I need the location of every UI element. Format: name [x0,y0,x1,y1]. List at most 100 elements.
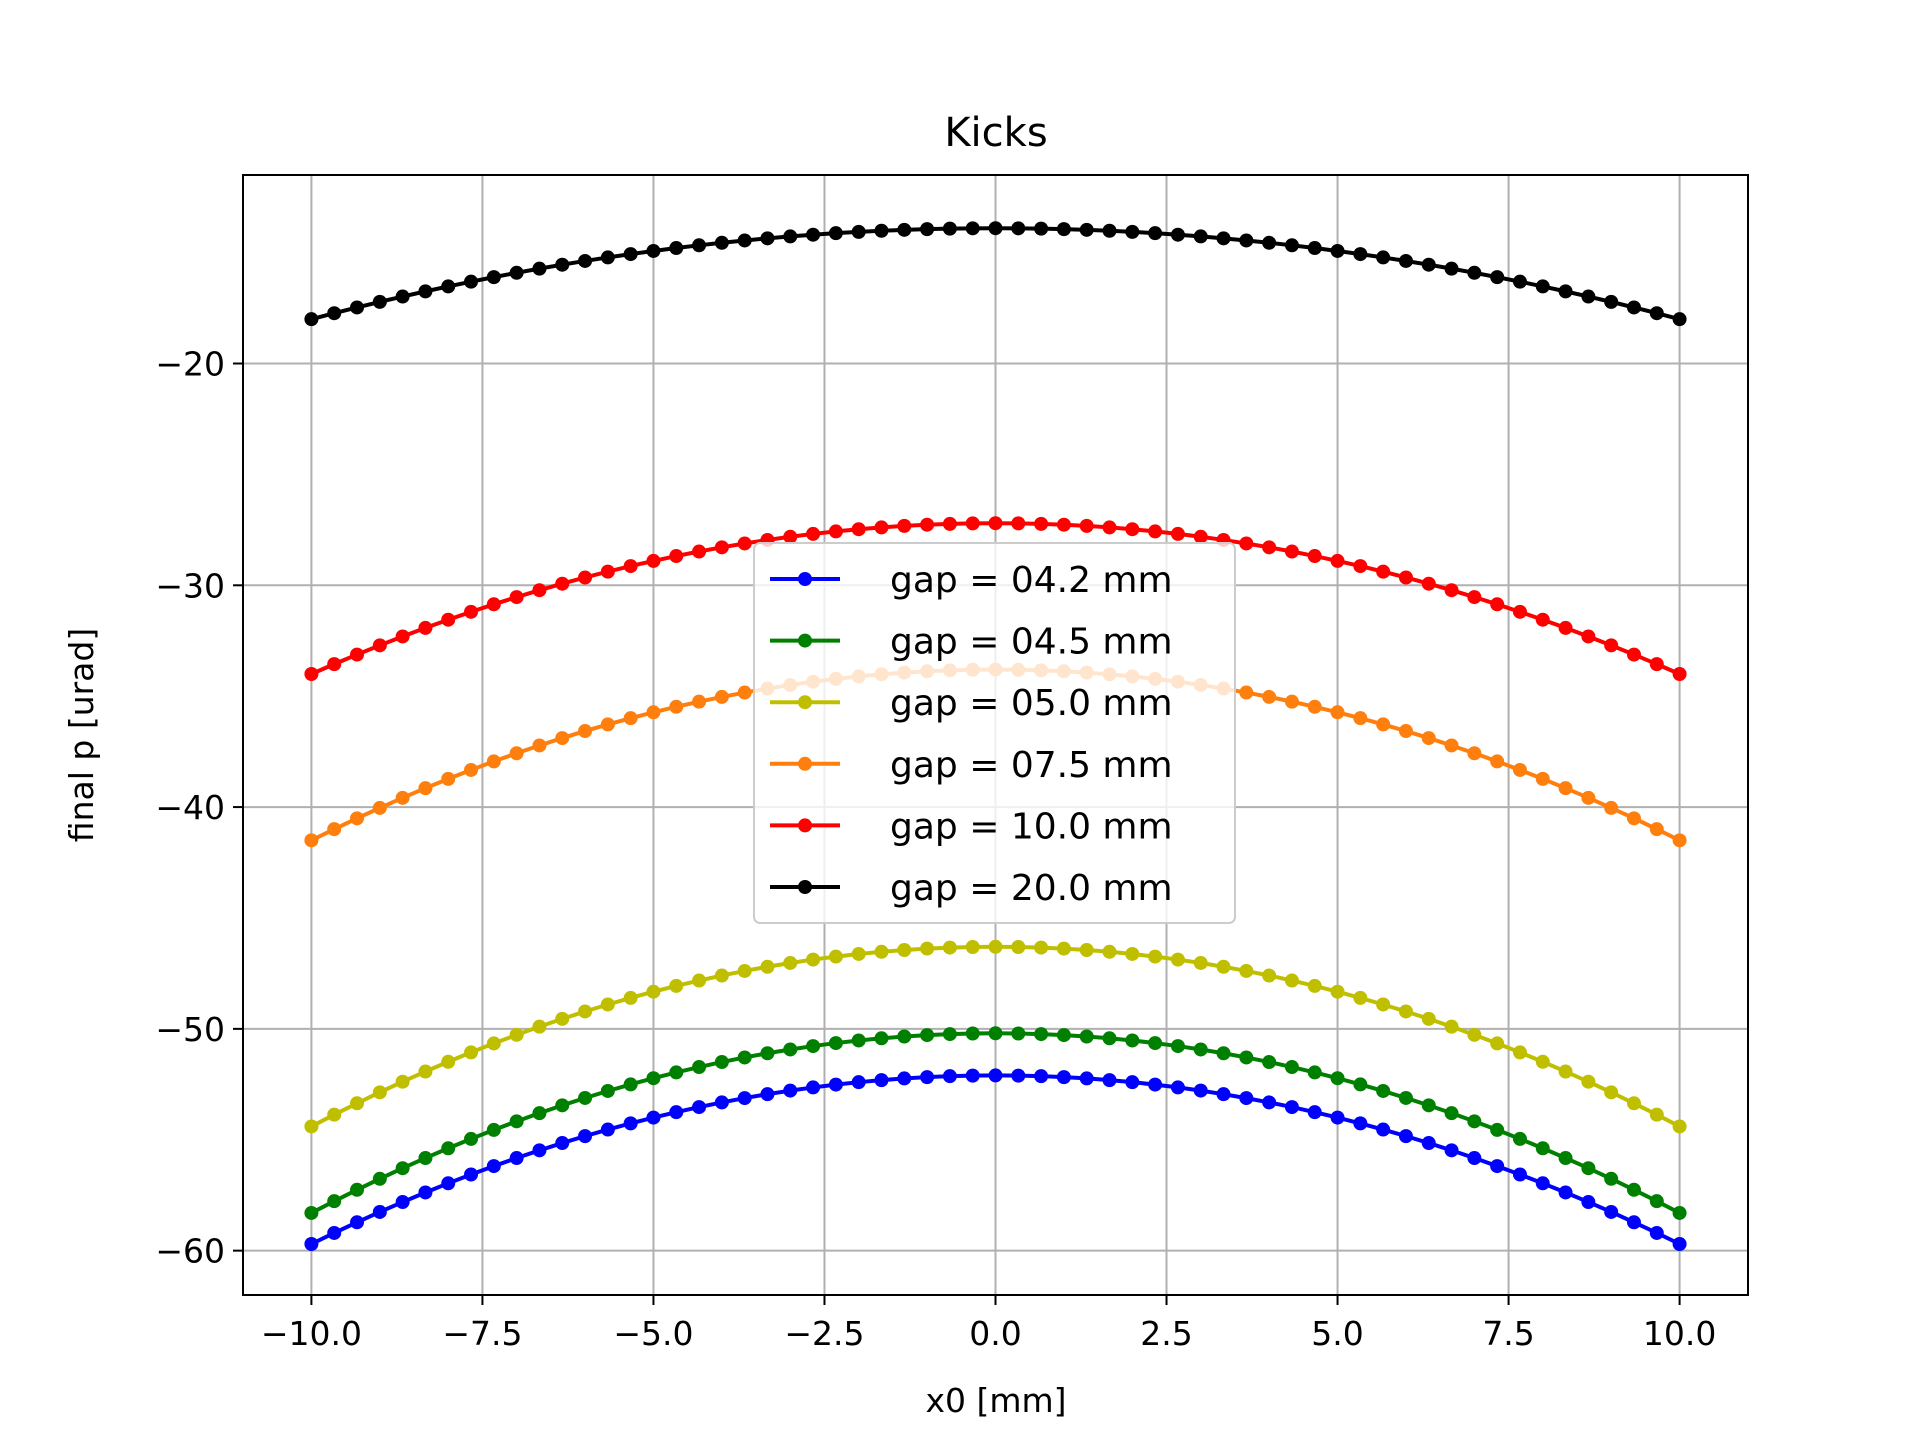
x-tick-label: −10.0 [261,1314,362,1353]
series-point [669,241,684,256]
series-point [555,257,570,272]
series-point [1490,754,1505,769]
series-point [304,312,319,327]
series-point [828,226,843,241]
series-point [464,762,479,777]
series-point [441,1054,456,1069]
series-point [509,1027,524,1042]
series-point [1011,1068,1026,1083]
x-tick-label: −7.5 [442,1314,522,1353]
series-point [828,1077,843,1092]
series-point [737,233,752,248]
series-point [897,1071,912,1086]
series-point [1467,1151,1482,1166]
series-point [1125,224,1140,239]
series-point [669,699,684,714]
series-point [1216,231,1231,246]
series-point [327,1107,342,1122]
series-point [600,1083,615,1098]
series-point [1193,1083,1208,1098]
series-point [1376,1122,1391,1137]
series-point [1626,1182,1641,1197]
series-point [1330,1071,1345,1086]
series-point [714,968,729,983]
series-point [509,1151,524,1166]
series-point [418,1151,433,1166]
series-point [441,771,456,786]
series-point [1490,597,1505,612]
series [304,516,1687,682]
series-point [486,1036,501,1051]
series-point [1330,243,1345,258]
series-point [1444,1019,1459,1034]
series-point [874,223,889,238]
series-point [1649,822,1664,837]
series-point [1262,235,1277,250]
series-point [1056,941,1071,956]
series-point [1330,553,1345,568]
series-point [851,1033,866,1048]
series-point [1330,705,1345,720]
series-point [920,941,935,956]
series [304,1026,1687,1220]
series-point [304,667,319,682]
series-point [806,1039,821,1054]
x-tick-label: −5.0 [613,1314,693,1353]
x-tick-label: 0.0 [969,1314,1021,1353]
series-point [669,1065,684,1080]
series-point [1604,294,1619,309]
series-point [1353,711,1368,726]
legend-entry: gap = 07.5 mm [770,745,1173,786]
series-point [714,1095,729,1110]
series-point [1444,1143,1459,1158]
series-point [418,781,433,796]
series-point [1558,1151,1573,1166]
series-point [1056,222,1071,237]
series-point [1649,1107,1664,1122]
series-point [441,1141,456,1156]
series-point [1376,717,1391,732]
series-point [1102,1031,1117,1046]
series-point [783,529,798,544]
series-point [737,963,752,978]
series-point [1216,1046,1231,1061]
x-tick-label: 7.5 [1482,1314,1534,1353]
series-point [965,940,980,955]
series-point [760,231,775,246]
series-point [1398,253,1413,268]
series-point [1284,544,1299,559]
series-point [1011,1026,1026,1041]
series-point [1307,549,1322,564]
series-point [1239,1091,1254,1106]
series-point [555,576,570,591]
series-point [942,516,957,531]
series-point [1467,265,1482,280]
series-point [578,724,593,739]
series-point [350,647,365,662]
series-point [1079,222,1094,237]
series-point [1467,590,1482,605]
series-point [1376,1083,1391,1098]
series-point [874,520,889,535]
series-point [1330,984,1345,999]
series-point [646,1071,661,1086]
series-point [1512,604,1527,619]
series-point [1170,1080,1185,1095]
series-point [692,544,707,559]
series-point [646,553,661,568]
series-point [1421,731,1436,746]
series-point [669,549,684,564]
series-point [1011,221,1026,236]
x-tick-label: 5.0 [1311,1314,1363,1353]
series-point [578,1090,593,1105]
series-point [372,1085,387,1100]
series-point [1170,1039,1185,1054]
series-point [692,694,707,709]
legend-label: gap = 05.0 mm [890,683,1173,724]
series-point [988,1026,1003,1041]
series-point [851,946,866,961]
series-point [646,984,661,999]
series-point [1353,1077,1368,1092]
series-point [532,1143,547,1158]
series-point [1353,1116,1368,1131]
